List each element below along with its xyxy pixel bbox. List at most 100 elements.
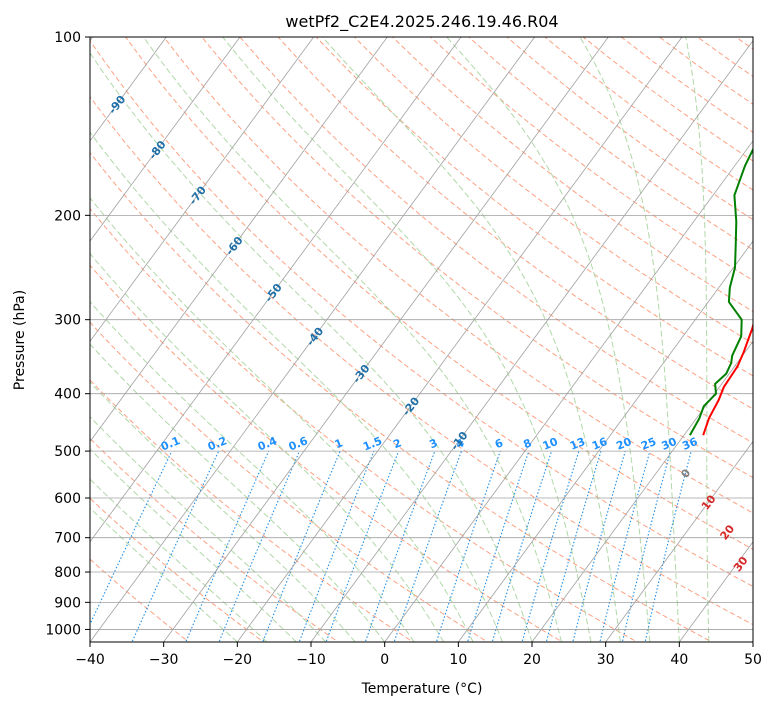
isotherm-label: -70	[186, 183, 209, 207]
dry-adiabat-line	[468, 37, 753, 251]
mixing-ratio-line	[466, 450, 530, 642]
moist-adiabat-line	[142, 37, 562, 642]
mixing-ratio-line	[393, 450, 463, 642]
mixing-ratio-label: 2	[391, 436, 403, 451]
x-tick-label: 0	[380, 652, 389, 668]
isotherm-label: -10	[448, 429, 471, 453]
isotherm-line	[679, 541, 753, 642]
isotherms	[90, 37, 753, 642]
x-tick-label: 50	[744, 652, 762, 668]
mixing-ratio-label: 16	[590, 435, 609, 453]
x-axis: −40 −30 −20 −10 0 10 20 30 40 50	[75, 642, 762, 668]
x-tick-label: −20	[223, 652, 253, 668]
moist-adiabat-line	[90, 197, 474, 642]
sounding-profiles	[689, 147, 753, 436]
moist-adiabat-line	[90, 448, 297, 642]
y-tick-label: 700	[54, 531, 81, 547]
x-tick-label: 30	[597, 652, 615, 668]
isotherm-line	[90, 37, 167, 142]
dry-adiabat-line	[430, 37, 753, 281]
mixing-ratio-label: 6	[493, 436, 505, 451]
dry-adiabat-line	[620, 37, 753, 133]
moist-adiabat-line	[90, 416, 327, 642]
dry-adiabat-label: 20	[718, 522, 738, 542]
isotherm-line	[90, 37, 314, 342]
mixing-ratio-line	[521, 450, 580, 642]
dry-adiabat-label: 40	[753, 584, 773, 604]
y-tick-label: 1000	[45, 622, 81, 638]
mixing-ratio-line	[90, 450, 173, 626]
chart-title: wetPf2_C2E4.2025.246.19.46.R04	[285, 12, 558, 32]
plot-area: 0.1 0.2 0.4 0.6 1 1.5 2 3 4 6 8 10 13 16 20 25 30 36-100-…	[61, 37, 773, 642]
plot-frame	[89, 36, 754, 643]
moist-adiabat-line	[90, 343, 386, 642]
dry-adiabat-line	[735, 37, 753, 50]
y-tick-label: 200	[54, 208, 81, 224]
mixing-ratio-label: 25	[639, 435, 658, 453]
line-labels: 0.1 0.2 0.4 0.6 1 1.5 2 3 4 6 8 10 13 16 20 25 30 36-100-…	[61, 47, 773, 604]
moist-adiabat-line	[90, 300, 415, 642]
dry-adiabat-line	[239, 37, 753, 444]
mixing-ratio-label: 0.1	[159, 434, 182, 453]
isotherm-label: -20	[400, 394, 423, 418]
isotherm-line	[605, 440, 753, 642]
y-tick-label: 300	[54, 313, 81, 329]
mixing-ratio-label: 20	[614, 435, 633, 453]
dry-adiabat-label: 30	[731, 554, 751, 574]
dry-adiabats	[90, 37, 753, 642]
isotherm-line	[310, 39, 753, 642]
mixing-ratio-label: 3	[428, 436, 440, 451]
pressure-gridlines	[90, 37, 753, 630]
moist-adiabat-line	[90, 252, 445, 642]
mixing-ratio-label: 8	[522, 436, 534, 451]
dry-adiabat-line	[544, 37, 753, 191]
isotherm-label: -100	[61, 47, 88, 77]
dry-adiabat-line	[697, 37, 753, 78]
moist-adiabat-line	[90, 507, 238, 642]
isotherm-line	[90, 37, 462, 543]
moist-adiabat-line	[446, 37, 651, 642]
mixing-ratio-line	[435, 450, 501, 642]
isotherm-line	[237, 37, 683, 642]
isotherm-label: -50	[262, 281, 285, 305]
y-tick-label: 500	[54, 444, 81, 460]
y-axis-label: Pressure (hPa)	[12, 290, 28, 390]
dry-adiabat-line	[354, 37, 753, 345]
dry-adiabat-line	[659, 37, 753, 105]
y-tick-label: 900	[54, 595, 81, 611]
y-tick-label: 600	[54, 491, 81, 507]
x-tick-label: 20	[523, 652, 541, 668]
x-tick-label: −30	[149, 652, 179, 668]
isotherm-line	[90, 37, 241, 242]
mixing-ratio-label: 0.2	[206, 434, 229, 453]
dry-adiabat-line	[90, 95, 753, 626]
isotherm-line	[531, 340, 753, 642]
dry-adiabat-label: 10	[699, 492, 719, 512]
moist-adiabat-line	[322, 37, 621, 642]
x-tick-label: −10	[296, 652, 326, 668]
mixing-ratio-label: 1	[333, 436, 345, 451]
y-tick-label: 400	[54, 387, 81, 403]
isotherm-line	[163, 37, 609, 642]
isotherm-line	[752, 641, 753, 642]
dry-adiabat-line	[277, 37, 753, 410]
mixing-ratio-label: 13	[568, 435, 587, 453]
isotherm-line	[458, 240, 753, 642]
y-axis: 100 200 300 400 500 600 700 800 900 1000	[45, 30, 90, 638]
mixing-ratio-lines	[90, 450, 692, 642]
dry-adiabat-line	[90, 39, 753, 588]
mixing-ratio-line	[572, 450, 626, 642]
mixing-ratio-line	[218, 450, 301, 642]
mixing-ratio-line	[599, 450, 651, 642]
isotherm-label: -90	[106, 93, 129, 117]
dry-adiabat-line	[125, 37, 753, 550]
moist-adiabat-line	[90, 52, 533, 642]
moist-adiabat-line	[579, 37, 680, 642]
mixing-ratio-label: 0.4	[256, 434, 279, 453]
isotherm-label: -40	[304, 324, 327, 348]
mixing-ratio-label: 10	[541, 435, 560, 453]
mixing-ratio-label: 36	[680, 435, 699, 453]
moist-adiabats	[90, 37, 710, 642]
dry-adiabat-line	[201, 37, 753, 479]
